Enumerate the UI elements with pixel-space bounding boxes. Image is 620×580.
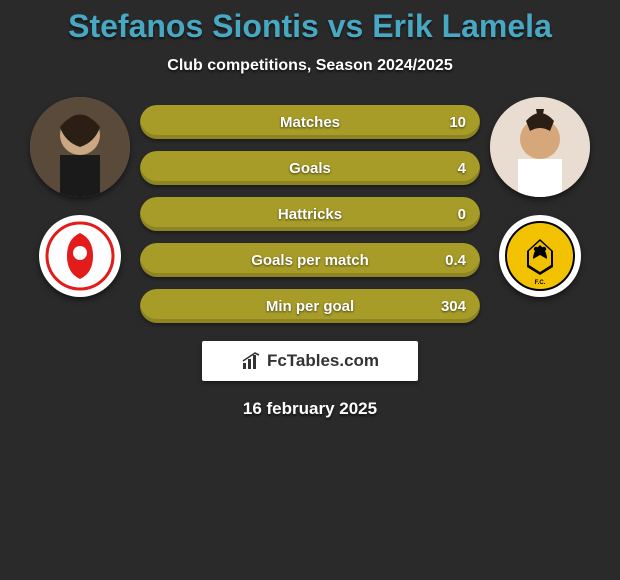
left-column [30,97,130,297]
left-player-avatar [30,97,130,197]
stat-label: Goals per match [251,252,369,269]
date-line: 16 february 2025 [0,399,620,419]
right-club-badge: F.C. [499,215,581,297]
left-club-badge [39,215,121,297]
club-crest-icon [45,221,115,291]
stat-value-right: 304 [441,298,466,315]
stat-bar: Hattricks 0 [140,197,480,231]
right-player-avatar [490,97,590,197]
player-silhouette-icon [30,97,130,197]
stat-bar: Goals 4 [140,151,480,185]
stat-value-right: 10 [449,114,466,131]
brand-text: FcTables.com [267,351,379,371]
brand-box[interactable]: FcTables.com [202,341,418,381]
stat-label: Matches [280,114,340,131]
stat-bar: Min per goal 304 [140,289,480,323]
stat-label: Hattricks [278,206,342,223]
svg-text:F.C.: F.C. [535,280,546,286]
stat-value-right: 4 [458,160,466,177]
stat-bar: Goals per match 0.4 [140,243,480,277]
stats-column: Matches 10 Goals 4 Hattricks 0 Goals per… [140,97,480,323]
bar-chart-icon [241,351,261,371]
stat-value-right: 0 [458,206,466,223]
comparison-row: Matches 10 Goals 4 Hattricks 0 Goals per… [0,97,620,323]
page-title: Stefanos Siontis vs Erik Lamela [0,8,620,45]
stat-label: Min per goal [266,298,354,315]
club-crest-icon: F.C. [505,221,575,291]
subtitle: Club competitions, Season 2024/2025 [0,57,620,75]
root: Stefanos Siontis vs Erik Lamela Club com… [0,0,620,419]
stat-value-right: 0.4 [445,252,466,269]
right-column: F.C. [490,97,590,297]
stat-bar: Matches 10 [140,105,480,139]
stat-label: Goals [289,160,331,177]
player-silhouette-icon [490,97,590,197]
